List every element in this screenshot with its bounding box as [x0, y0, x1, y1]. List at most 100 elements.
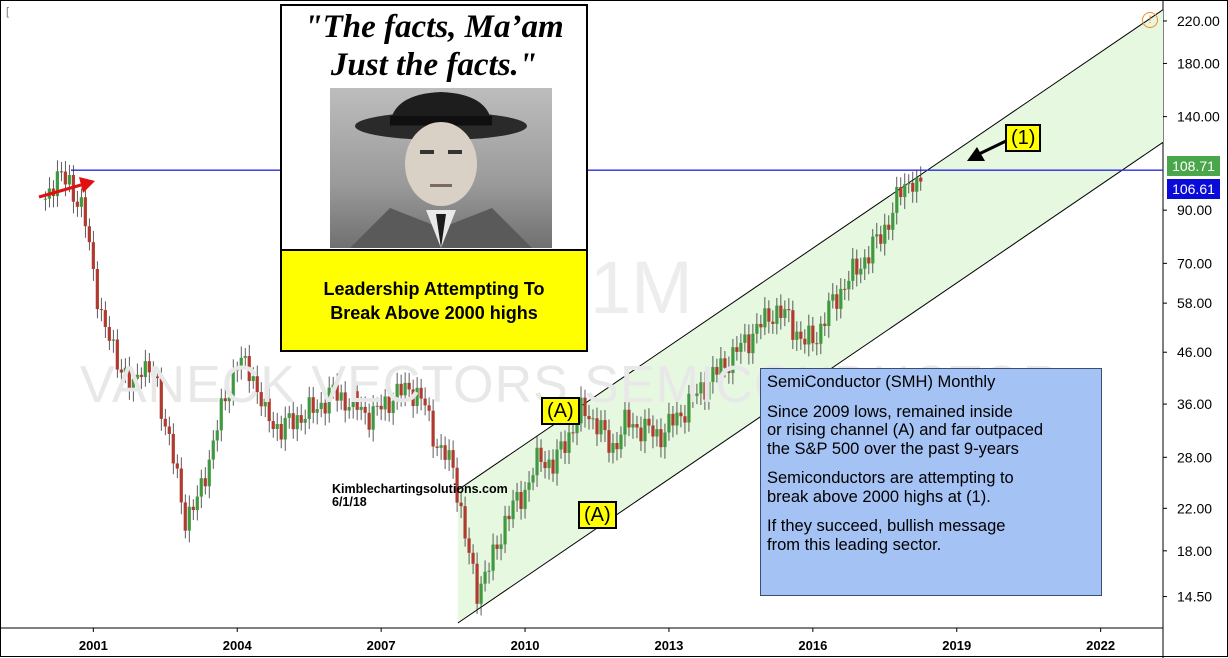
candle-body [187, 506, 191, 531]
x-tick-label: 2016 [798, 638, 827, 653]
candle-body [67, 174, 71, 185]
candle-body [375, 405, 379, 407]
candle-body [483, 571, 487, 584]
candle-body [115, 339, 119, 370]
candle-body [331, 384, 335, 388]
candle-body [631, 424, 635, 428]
candle-body [843, 288, 847, 290]
candle-body [179, 468, 183, 503]
leadership-callout: Leadership Attempting To Break Above 200… [282, 249, 586, 350]
candle-body [891, 212, 895, 230]
red-arrow-head-icon [79, 177, 95, 193]
candle-body [243, 356, 247, 358]
candle-body [411, 389, 415, 407]
info-paragraph-channel: Since 2009 lows, remained inside or risi… [767, 402, 1044, 458]
x-tick-label: 2010 [511, 638, 540, 653]
candle-body [83, 197, 87, 227]
candle-body [355, 391, 359, 410]
candle-body [295, 415, 299, 430]
candle-body [595, 418, 599, 435]
info-box: SemiConductor (SMH) Monthly Since 2009 l… [760, 368, 1102, 596]
menu-bracket-icon[interactable]: [ [6, 6, 10, 18]
candle-body [427, 405, 431, 411]
candle-body [543, 461, 547, 469]
candle-body [131, 378, 135, 390]
y-tick-label: 36.00 [1177, 396, 1212, 412]
candle-body [779, 305, 783, 318]
candle-body [835, 294, 839, 309]
candle-body [679, 412, 683, 417]
candle-body [287, 413, 291, 418]
candle-body [795, 331, 799, 340]
candle-body [123, 367, 127, 373]
candle-body [239, 357, 243, 370]
candle-body [707, 381, 711, 400]
candle-body [911, 182, 915, 192]
alert-icon[interactable]: ! [1142, 12, 1158, 28]
candle-body [839, 288, 843, 309]
black-arrow-icon [978, 139, 1007, 156]
candle-body [235, 369, 239, 371]
candle-body [671, 413, 675, 426]
info-paragraph-breakout: Semiconductors are attempting to break a… [767, 469, 1014, 506]
candle-body [459, 502, 463, 507]
candle-body [219, 398, 223, 431]
candle-body [487, 570, 491, 572]
candle-body [787, 309, 791, 311]
candle-body [259, 392, 263, 407]
candle-body [127, 367, 131, 390]
candle-body [879, 234, 883, 244]
candle-body [639, 427, 643, 442]
candle-body [311, 397, 315, 413]
last-price-tag: 106.61 [1167, 179, 1220, 199]
candle-body [299, 415, 303, 423]
x-tick-label: 2001 [79, 638, 108, 653]
candle-body [523, 489, 527, 509]
candle-body [623, 409, 627, 435]
candle-body [211, 440, 215, 460]
candle-body [479, 583, 483, 604]
candle-body [571, 432, 575, 434]
candle-body [199, 478, 203, 497]
red-arrow-icon [38, 183, 82, 199]
candle-body [699, 382, 703, 394]
candle-body [887, 224, 891, 230]
candle-body [319, 402, 323, 410]
candle-body [107, 326, 111, 341]
candle-body [819, 323, 823, 344]
candle-body [147, 361, 151, 373]
candle-body [395, 383, 399, 402]
candle-body [683, 416, 687, 423]
candle-body [315, 409, 319, 413]
candle-body [567, 432, 571, 453]
candle-body [463, 506, 467, 539]
candle-body [171, 433, 175, 464]
candle-body [559, 441, 563, 450]
x-tick-label: 2019 [942, 638, 971, 653]
candle-body [511, 500, 515, 520]
candle-body [755, 323, 759, 334]
candle-body [63, 171, 67, 185]
candle-body [363, 406, 367, 413]
candle-body [207, 459, 211, 487]
candle-body [715, 367, 719, 375]
y-tick-label: 28.00 [1177, 449, 1212, 465]
candle-body [643, 418, 647, 442]
y-tick-label: 18.00 [1177, 543, 1212, 559]
info-paragraph-outlook: If they succeed, bullish message from th… [767, 517, 1006, 554]
candle-body [575, 423, 579, 434]
y-tick-label: 90.00 [1177, 202, 1212, 218]
candle-body [895, 187, 899, 213]
candle-body [655, 429, 659, 437]
candle-body [863, 257, 867, 269]
quote-text: "The facts, Ma’am Just the facts." [304, 9, 564, 83]
candle-body [103, 310, 107, 327]
candle-body [691, 393, 695, 396]
candle-body [599, 420, 603, 435]
candle-body [91, 242, 95, 269]
candle-body [555, 449, 559, 474]
candle-body [675, 412, 679, 426]
y-tick-label: 58.00 [1177, 295, 1212, 311]
candle-body [579, 397, 583, 424]
candle-body [367, 412, 371, 430]
